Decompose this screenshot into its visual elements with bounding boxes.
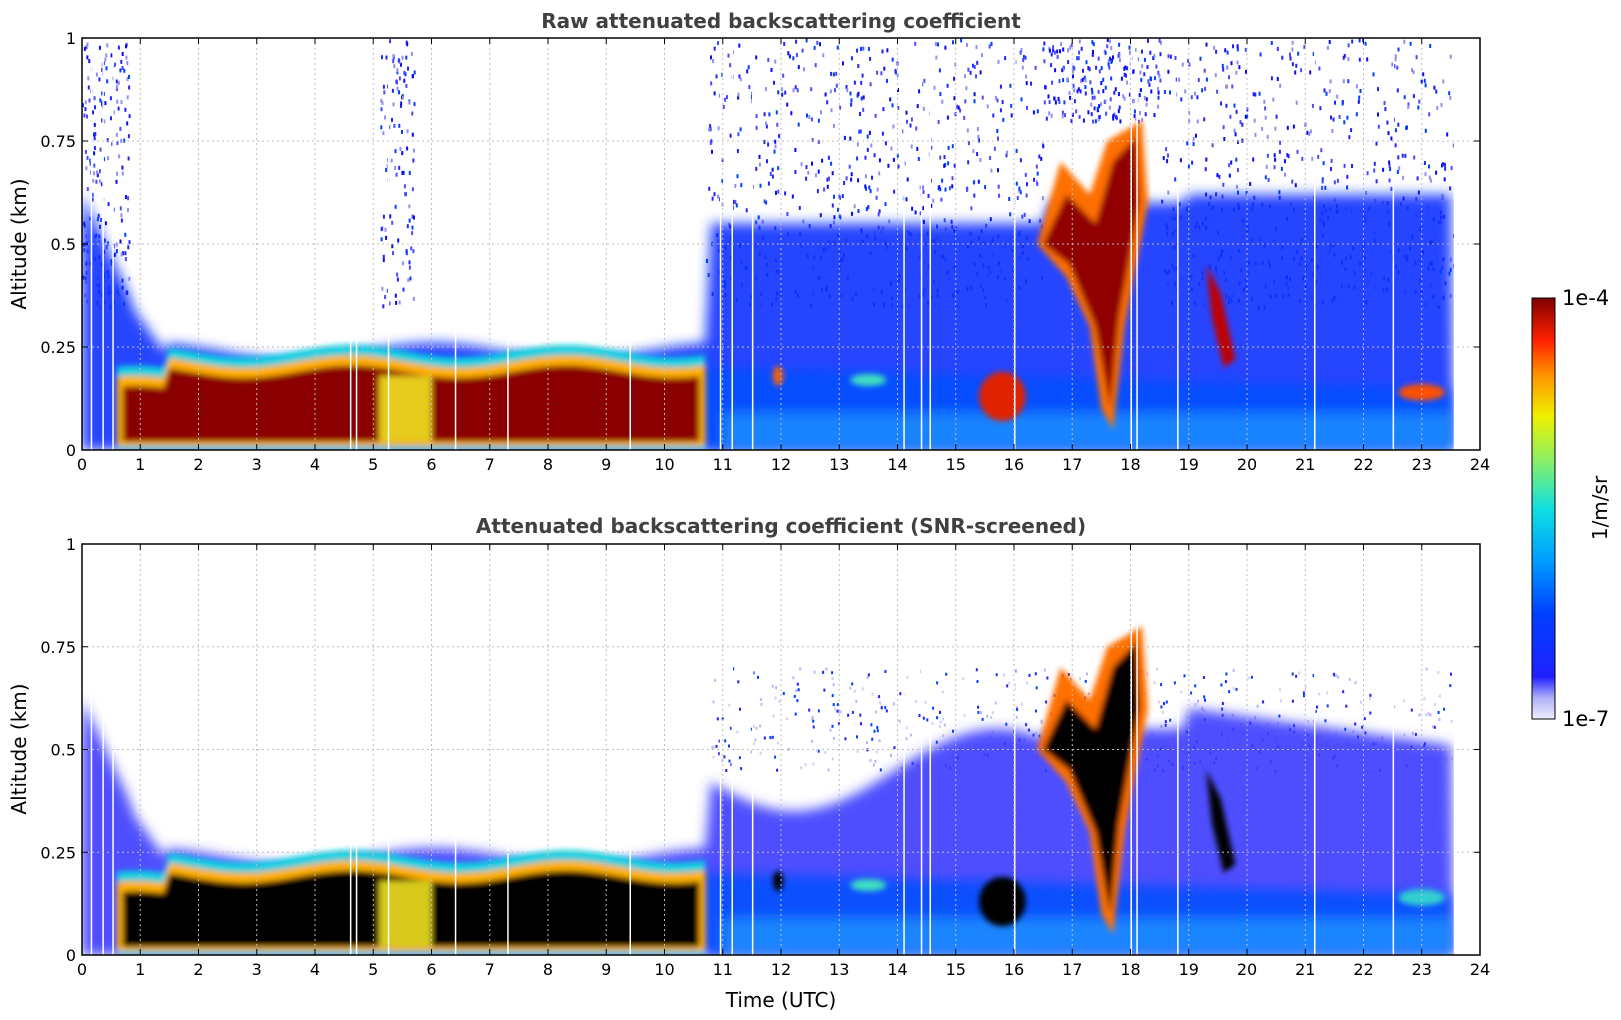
x-axis-ticks: 0 1 2 3 4 5 6 7 8 9 10 11 12 13 14 15 16 17 18 19 20 21 22 23 24 [77, 38, 1490, 474]
x-tick-label: 7 [485, 960, 495, 979]
panel-raw: 0 1 2 3 4 5 6 7 8 9 10 11 12 13 14 15 16 17 18 19 20 21 22 23 24… [40, 29, 1490, 474]
x-tick-label: 6 [426, 960, 436, 979]
x-tick-label: 8 [543, 455, 553, 474]
x-tick-label: 3 [252, 960, 262, 979]
gridlines [82, 38, 1480, 450]
y-tick-label: 0.25 [40, 338, 76, 357]
y-axis-ticks: 0 0.25 0.5 0.75 1 [40, 29, 1480, 460]
x-tick-label: 19 [1179, 960, 1199, 979]
x-tick-label: 9 [601, 960, 611, 979]
x-tick-label: 20 [1237, 960, 1257, 979]
x-tick-label: 0 [77, 455, 87, 474]
y-tick-label: 1 [66, 535, 76, 554]
y-axis-label-screened: Altitude (km) [7, 683, 31, 814]
x-tick-label: 9 [601, 455, 611, 474]
heatmap-field [82, 38, 1480, 450]
colorbar: 1e-4 1e-7 1/m/sr [1531, 286, 1612, 731]
x-tick-label: 5 [368, 960, 378, 979]
x-tick-label: 6 [426, 455, 436, 474]
x-tick-label: 3 [252, 455, 262, 474]
x-tick-label: 23 [1412, 455, 1432, 474]
x-tick-label: 16 [1004, 960, 1024, 979]
x-tick-label: 0 [77, 960, 87, 979]
x-tick-label: 13 [829, 455, 849, 474]
x-axis-ticks: 0 1 2 3 4 5 6 7 8 9 10 11 12 13 14 15 16 17 18 19 20 21 22 23 24 [77, 544, 1490, 979]
x-tick-label: 15 [946, 960, 966, 979]
y-tick-label: 0.5 [51, 741, 76, 760]
x-tick-label: 16 [1004, 455, 1024, 474]
x-tick-label: 12 [771, 455, 791, 474]
y-tick-label: 0.25 [40, 843, 76, 862]
x-tick-label: 2 [193, 455, 203, 474]
chart-title-screened: Attenuated backscattering coefficient (S… [476, 514, 1086, 538]
colorbar-max-label: 1e-4 [1562, 286, 1609, 310]
x-tick-label: 4 [310, 960, 320, 979]
colorbar-unit-label: 1/m/sr [1588, 475, 1612, 540]
plumes [773, 120, 1446, 430]
x-tick-label: 11 [713, 455, 733, 474]
aerosol-layer [116, 850, 706, 955]
x-tick-label: 15 [946, 455, 966, 474]
gridlines [82, 544, 1480, 955]
y-axis-label-raw: Altitude (km) [7, 178, 31, 309]
y-tick-label: 1 [66, 29, 76, 48]
aerosol-layer [116, 344, 706, 450]
x-tick-label: 22 [1353, 960, 1373, 979]
y-axis-ticks: 0 0.25 0.5 0.75 1 [40, 535, 1480, 965]
x-tick-label: 11 [713, 960, 733, 979]
x-tick-label: 2 [193, 960, 203, 979]
heatmap-field [82, 544, 1480, 955]
plumes [773, 626, 1446, 935]
x-tick-label: 20 [1237, 455, 1257, 474]
x-tick-label: 21 [1295, 960, 1315, 979]
mid-band [705, 872, 1454, 955]
x-tick-label: 14 [887, 960, 907, 979]
x-tick-label: 10 [654, 960, 674, 979]
mid-band [705, 367, 1454, 450]
x-tick-label: 23 [1412, 960, 1432, 979]
x-tick-label: 13 [829, 960, 849, 979]
x-tick-label: 1 [135, 455, 145, 474]
x-tick-label: 14 [887, 455, 907, 474]
colorbar-gradient [1531, 297, 1556, 720]
x-tick-label: 24 [1470, 455, 1490, 474]
colorbar-min-label: 1e-7 [1562, 707, 1609, 731]
x-tick-label: 5 [368, 455, 378, 474]
x-tick-label: 1 [135, 960, 145, 979]
x-tick-label: 8 [543, 960, 553, 979]
y-tick-label: 0.75 [40, 132, 76, 151]
x-tick-label: 17 [1062, 455, 1082, 474]
x-tick-label: 10 [654, 455, 674, 474]
y-tick-label: 0 [66, 441, 76, 460]
x-tick-label: 12 [771, 960, 791, 979]
y-tick-label: 0.75 [40, 638, 76, 657]
x-tick-label: 18 [1120, 455, 1140, 474]
x-axis-label: Time (UTC) [725, 988, 837, 1012]
y-tick-label: 0 [66, 946, 76, 965]
x-tick-label: 17 [1062, 960, 1082, 979]
y-tick-label: 0.5 [51, 235, 76, 254]
x-tick-label: 24 [1470, 960, 1490, 979]
x-tick-label: 7 [485, 455, 495, 474]
chart-title-raw: Raw attenuated backscattering coefficien… [541, 9, 1021, 33]
x-tick-label: 22 [1353, 455, 1373, 474]
x-tick-label: 18 [1120, 960, 1140, 979]
x-tick-label: 21 [1295, 455, 1315, 474]
x-tick-label: 19 [1179, 455, 1199, 474]
x-tick-label: 4 [310, 455, 320, 474]
panel-screened: 0 1 2 3 4 5 6 7 8 9 10 11 12 13 14 15 16 17 18 19 20 21 22 23 24… [40, 535, 1490, 979]
